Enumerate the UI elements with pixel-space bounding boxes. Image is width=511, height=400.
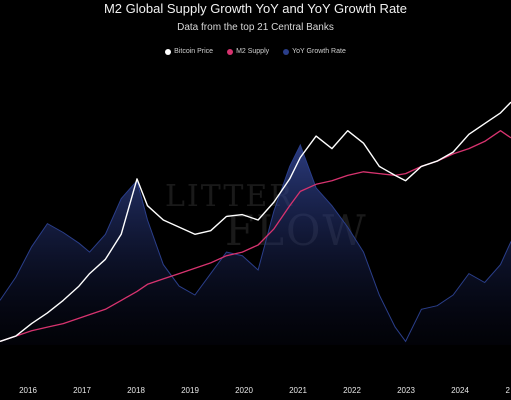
x-tick-label: 2021	[289, 386, 307, 395]
x-tick-label: 2	[506, 386, 511, 395]
x-tick-label: 2024	[451, 386, 469, 395]
chart-subtitle: Data from the top 21 Central Banks	[177, 22, 334, 33]
legend-label-bitcoin: Bitcoin Price	[174, 48, 214, 55]
legend-item-bitcoin[interactable]: Bitcoin Price	[165, 48, 213, 55]
x-tick-label: 2022	[343, 386, 361, 395]
legend-swatch-yoy	[283, 48, 290, 55]
legend-label-m2: M2 Supply	[236, 48, 270, 55]
x-tick-label: 2020	[235, 386, 253, 395]
x-tick-label: 2016	[19, 386, 37, 395]
series-line-yoy-growth	[0, 143, 511, 343]
series-line-bitcoin	[0, 101, 511, 343]
legend-label-yoy: YoY Growth Rate	[292, 48, 346, 55]
series-area-yoy-growth	[0, 145, 511, 345]
x-tick-label: 2018	[127, 386, 145, 395]
x-tick-label: 2023	[397, 386, 415, 395]
x-tick-label: 2019	[181, 386, 199, 395]
legend-swatch-bitcoin	[165, 48, 172, 55]
x-tick-label: 2017	[73, 386, 91, 395]
legend-item-m2[interactable]: M2 Supply	[227, 48, 269, 55]
legend-item-yoy[interactable]: YoY Growth Rate	[283, 48, 346, 55]
legend-swatch-m2	[227, 48, 234, 55]
chart-title: M2 Global Supply Growth YoY and YoY Grow…	[103, 1, 408, 16]
legend: Bitcoin Price M2 Supply YoY Growth Rate	[0, 48, 511, 55]
